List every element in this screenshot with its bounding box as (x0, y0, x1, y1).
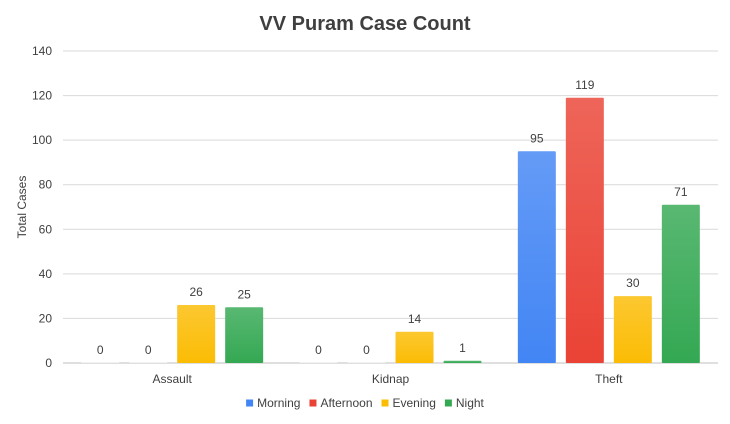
data-labels: 0 0 26 25 0 0 14 1 95 119 30 71 (97, 78, 688, 357)
legend-swatch-night (444, 399, 452, 407)
data-label: 0 (315, 343, 322, 357)
bars (81, 97, 700, 364)
y-tick-label: 20 (39, 311, 53, 325)
bar-afternoon-theft (565, 97, 604, 364)
bar-evening-kidnap (395, 331, 434, 363)
data-label: 0 (97, 343, 104, 357)
bar-night-kidnap (443, 360, 482, 363)
legend-label-night: Night (456, 396, 485, 410)
y-tick-label: 100 (32, 133, 52, 147)
category-label: Theft (595, 372, 623, 386)
y-tick-label: 40 (39, 267, 53, 281)
y-tick-label: 60 (39, 222, 53, 236)
legend-swatch-morning (246, 399, 254, 407)
data-label: 14 (408, 312, 422, 326)
category-label: Assault (152, 372, 192, 386)
data-label: 119 (575, 78, 594, 92)
bar-morning-theft (517, 151, 556, 363)
bar-afternoon-assault (129, 362, 168, 363)
bar-night-theft (661, 204, 700, 363)
bar-morning-assault (81, 362, 120, 363)
legend: Morning Afternoon Evening Night (246, 396, 485, 410)
legend-label-evening: Evening (393, 396, 436, 410)
y-tick-label: 80 (39, 178, 53, 192)
bar-evening-assault (177, 305, 216, 363)
bar-evening-theft (613, 296, 652, 363)
data-label: 95 (530, 131, 544, 145)
bar-morning-kidnap (299, 362, 338, 363)
data-label: 26 (189, 285, 203, 299)
legend-swatch-afternoon (309, 399, 317, 407)
data-label: 30 (626, 276, 640, 290)
y-tick-label: 0 (45, 356, 52, 370)
legend-label-morning: Morning (257, 396, 300, 410)
data-label: 25 (237, 287, 251, 301)
bar-night-assault (225, 307, 264, 363)
data-label: 0 (145, 343, 152, 357)
bar-afternoon-kidnap (347, 362, 386, 363)
y-axis-ticks: 0 20 40 60 80 100 120 140 (32, 44, 52, 370)
data-label: 0 (363, 343, 370, 357)
data-label: 71 (674, 185, 688, 199)
y-tick-label: 120 (32, 89, 52, 103)
x-axis-categories: Assault Kidnap Theft (152, 372, 623, 386)
legend-label-afternoon: Afternoon (320, 396, 372, 410)
gridlines (63, 50, 718, 364)
category-label: Kidnap (372, 372, 410, 386)
data-label: 1 (459, 341, 466, 355)
legend-swatch-evening (381, 399, 389, 407)
chart-title: VV Puram Case Count (259, 13, 471, 35)
y-axis-title: Total Cases (15, 176, 29, 239)
y-tick-label: 140 (32, 44, 52, 58)
